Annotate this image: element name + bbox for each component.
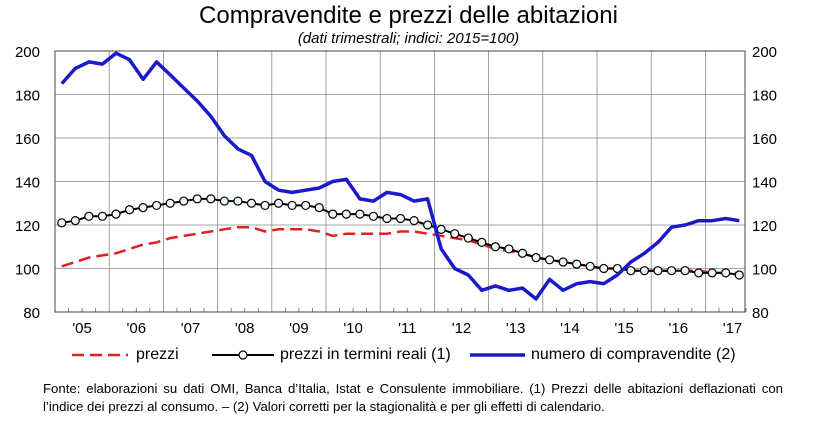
- x-tick-label: '06: [127, 320, 147, 337]
- footnote: Fonte: elaborazioni su dati OMI, Banca d…: [43, 381, 783, 414]
- legend-item-prezzi-reali: prezzi in termini reali (1): [212, 346, 451, 364]
- data-point-prezzi-reali: [341, 209, 351, 219]
- x-tick-label: '14: [560, 320, 580, 337]
- data-point-prezzi-reali: [382, 213, 392, 224]
- data-point-prezzi-reali: [368, 211, 379, 221]
- x-tick-label: '07: [181, 320, 201, 337]
- data-point-prezzi-reali: [450, 229, 460, 239]
- y-tick-label-left: 80: [23, 305, 40, 322]
- y-tick-label-right: 140: [752, 175, 777, 192]
- x-tick-label: '11: [398, 320, 416, 337]
- y-tick-label-left: 180: [15, 88, 40, 105]
- data-point-prezzi-reali: [517, 248, 528, 258]
- data-point-prezzi-reali: [734, 270, 744, 280]
- x-tick-label: '05: [72, 320, 92, 337]
- data-point-prezzi-reali: [70, 216, 80, 226]
- x-tick-label: '10: [343, 320, 363, 337]
- data-point-prezzi-reali: [721, 268, 731, 278]
- legend-label: prezzi in termini reali (1): [280, 346, 451, 363]
- data-point-prezzi-reali: [124, 205, 135, 215]
- data-point-prezzi-reali: [409, 216, 419, 226]
- legend-label: prezzi: [136, 346, 179, 363]
- data-point-prezzi-reali: [287, 200, 297, 211]
- chart-subtitle: (dati trimestrali; indici: 2015=100): [297, 30, 520, 47]
- data-point-prezzi-reali: [355, 209, 365, 219]
- data-point-prezzi-reali: [694, 268, 704, 278]
- legend-swatch-prezzi: [72, 353, 128, 357]
- data-point-prezzi-reali: [585, 261, 595, 271]
- data-point-prezzi-reali: [395, 213, 406, 224]
- x-tick-label: '09: [289, 320, 309, 337]
- data-point-prezzi-reali: [301, 200, 311, 211]
- x-tick-label: '15: [614, 320, 634, 337]
- data-point-prezzi-reali: [260, 200, 270, 211]
- series-line-prezzi: [61, 225, 740, 275]
- data-point-prezzi-reali: [599, 263, 609, 274]
- data-point-prezzi-reali: [165, 198, 175, 208]
- x-tick-label: '16: [669, 320, 689, 337]
- data-point-prezzi-reali: [423, 220, 433, 230]
- data-point-prezzi-reali: [314, 203, 324, 213]
- y-tick-label-left: 140: [15, 175, 40, 192]
- data-point-prezzi-reali: [206, 194, 216, 204]
- data-point-prezzi-reali: [138, 203, 148, 213]
- y-tick-label-left: 200: [15, 44, 40, 61]
- y-tick-label-left: 160: [15, 131, 40, 148]
- data-point-prezzi-reali: [572, 259, 582, 269]
- data-point-prezzi-reali: [653, 266, 663, 276]
- y-tick-label-right: 120: [752, 218, 777, 235]
- y-tick-label-right: 200: [752, 44, 777, 61]
- legend-item-prezzi: prezzi: [70, 346, 179, 364]
- x-tick-label: '13: [506, 320, 526, 337]
- data-point-prezzi-reali: [639, 266, 650, 276]
- data-point-prezzi-reali: [626, 266, 636, 276]
- data-point-prezzi-reali: [111, 209, 121, 219]
- x-tick-label: '12: [452, 320, 472, 337]
- y-tick-label-left: 100: [15, 262, 40, 279]
- y-tick-label-right: 100: [752, 262, 777, 279]
- x-tick-label: '17: [723, 320, 743, 337]
- data-point-prezzi-reali: [558, 257, 568, 267]
- y-tick-label-right: 180: [752, 88, 777, 105]
- legend-item-compravendite: numero di compravendite (2): [470, 346, 736, 364]
- data-point-prezzi-reali: [612, 263, 622, 274]
- data-point-prezzi-reali: [463, 233, 473, 243]
- data-point-prezzi-reali: [504, 244, 514, 254]
- data-point-prezzi-reali: [707, 268, 717, 278]
- data-point-prezzi-reali: [490, 242, 500, 252]
- data-point-prezzi-reali: [666, 266, 677, 276]
- data-point-prezzi-reali: [84, 211, 94, 221]
- y-tick-label-left: 120: [15, 218, 40, 235]
- data-point-prezzi-reali: [57, 218, 67, 228]
- x-tick-label: '08: [235, 320, 255, 337]
- y-tick-label-right: 160: [752, 131, 777, 148]
- series-line-compravendite: [60, 51, 740, 301]
- legend-swatch-compravendite: [470, 353, 525, 357]
- data-point-prezzi-reali: [152, 200, 162, 211]
- y-tick-label-right: 80: [752, 305, 769, 322]
- data-point-prezzi-reali: [233, 196, 243, 206]
- data-point-prezzi-reali: [192, 194, 202, 204]
- data-point-prezzi-reali: [544, 255, 555, 265]
- plot-frame: [54, 50, 746, 313]
- data-point-prezzi-reali: [328, 209, 338, 219]
- legend-label: numero di compravendite (2): [531, 346, 736, 363]
- data-point-prezzi-reali: [219, 196, 229, 206]
- legend-swatch-prezzi-reali: [212, 350, 274, 360]
- data-point-prezzi-reali: [97, 211, 108, 221]
- data-point-prezzi-reali: [477, 237, 487, 247]
- data-point-prezzi-reali: [680, 266, 690, 276]
- chart-title: Compravendite e prezzi delle abitazioni: [199, 2, 618, 29]
- data-point-prezzi-reali: [179, 196, 189, 206]
- data-point-prezzi-reali: [531, 253, 541, 263]
- data-point-prezzi-reali: [273, 198, 284, 208]
- data-point-prezzi-reali: [246, 198, 257, 208]
